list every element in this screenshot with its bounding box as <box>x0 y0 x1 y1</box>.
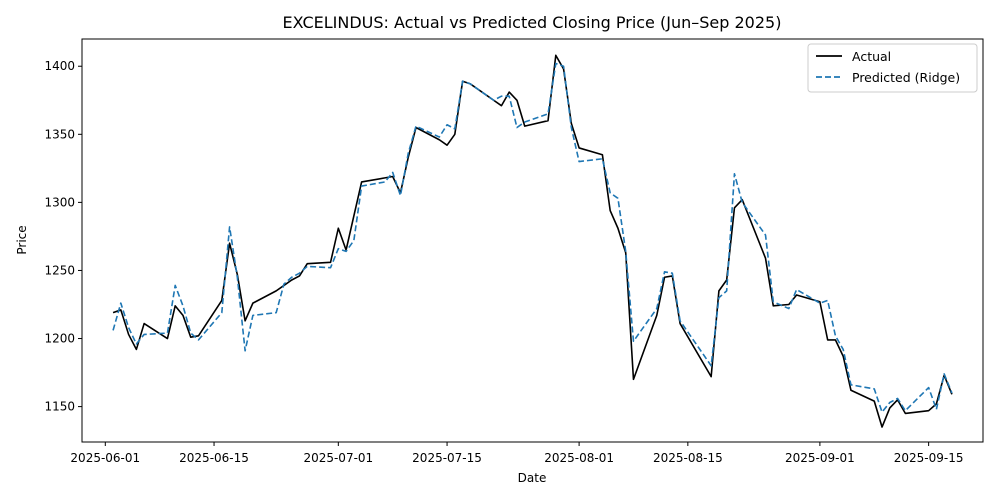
y-tick-label: 1150 <box>44 400 75 414</box>
x-tick-label: 2025-09-15 <box>894 451 964 465</box>
x-axis-label: Date <box>518 471 547 485</box>
y-axis: 1150 1200 1250 1300 1350 1400 <box>44 59 82 414</box>
x-tick-label: 2025-08-01 <box>544 451 614 465</box>
axes-frame <box>81 38 984 443</box>
x-tick-label: 2025-08-15 <box>653 451 723 465</box>
series-line-actual <box>112 54 953 428</box>
x-tick-label: 2025-06-01 <box>70 451 140 465</box>
series-line-predicted <box>112 62 953 413</box>
x-tick-label: 2025-09-01 <box>785 451 855 465</box>
plot-area <box>112 54 953 428</box>
legend: Actual Predicted (Ridge) <box>807 43 978 93</box>
y-axis-label: Price <box>15 225 29 254</box>
x-tick-label: 2025-06-15 <box>179 451 249 465</box>
x-tick-label: 2025-07-15 <box>412 451 482 465</box>
legend-box <box>807 43 978 93</box>
y-tick-label: 1400 <box>44 59 75 73</box>
y-tick-label: 1250 <box>44 263 75 277</box>
legend-label-predicted: Predicted (Ridge) <box>852 70 960 85</box>
y-tick-label: 1350 <box>44 127 75 141</box>
legend-label-actual: Actual <box>852 49 891 64</box>
y-tick-label: 1300 <box>44 195 75 209</box>
chart-title: EXCELINDUS: Actual vs Predicted Closing … <box>283 13 782 32</box>
x-axis: 2025-06-01 2025-06-15 2025-07-01 2025-07-15… <box>70 442 964 465</box>
y-tick-label: 1200 <box>44 332 75 346</box>
x-tick-label: 2025-07-01 <box>303 451 373 465</box>
